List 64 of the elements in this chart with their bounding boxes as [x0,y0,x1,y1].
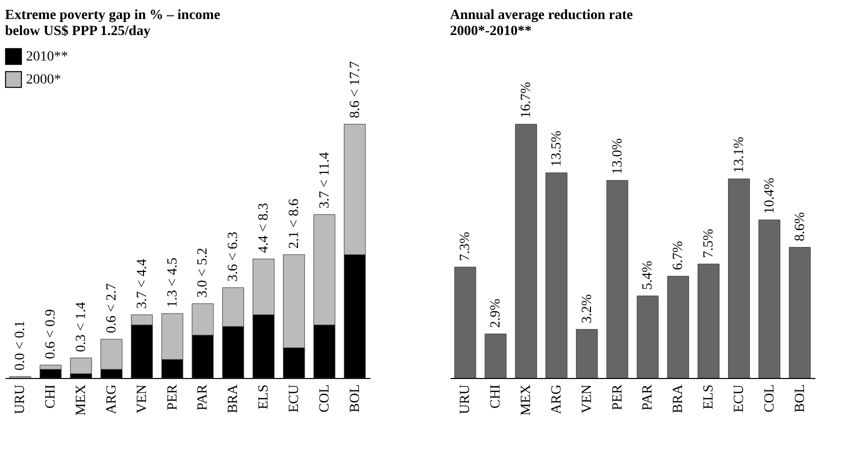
x-tick-label: ECU [732,384,747,412]
bar [698,264,720,378]
text: 8.6 < 17.7 [348,61,363,118]
x-tick-label: ECU [286,384,302,412]
bar [606,180,628,378]
annotation: 0.0 < 0.1 [13,320,28,370]
legend-label: 2010** [26,50,68,64]
data-label: 3.2% [580,294,595,324]
annotation: 0.6 < 2.7 [104,283,120,334]
bar [515,124,537,378]
x-tick-label: CHI [488,384,504,409]
x-tick-label: VEN [134,384,150,414]
data-label: 5.4% [640,260,656,290]
x-tick-label: URU [13,384,28,414]
bar [484,334,507,378]
bar [576,329,598,378]
chart-title: Annual average reduction rate 2000*-2010** [450,8,633,39]
x-tick-label: ARG [104,384,120,414]
bar [667,276,690,378]
data-label: 10.4% [762,177,778,214]
data-label: 7.3% [458,232,474,262]
data-label: 7.5% [702,228,717,258]
data-label: 16.7% [519,82,534,118]
data-label: 8.6% [792,212,808,242]
annotation: 3.6 < 6.3 [226,232,242,282]
x-tick-label: PAR [196,384,211,410]
data-label: 2.9% [488,298,504,328]
x-tick-label: COL [317,384,332,412]
x-tick-label: BOL [792,384,808,412]
data-label: 13.1% [732,136,747,173]
chart-title: Extreme poverty gap in % – income below US$ PPP 1.25/day [5,8,220,39]
x-tick-label: BRA [671,384,686,414]
x-tick-label: COL [762,384,778,412]
bar [546,172,568,378]
x-tick-label: PAR [640,384,656,410]
x-tick-label: MEX [519,384,534,416]
annotation: 3.7 < 11.4 [317,152,332,209]
bar [788,247,811,378]
x-tick-label: BRA [226,384,242,414]
bar [758,220,780,378]
x-tick-label: ELS [702,384,717,410]
bar [636,296,659,378]
bar [728,178,750,378]
annotation: 3.0 < 5.2 [196,248,211,298]
x-tick-label: PER [165,384,180,410]
bar [454,266,476,378]
x-tick-label: MEX [74,384,90,416]
data-label: 13.0% [610,138,626,174]
x-tick-label: PER [610,384,626,410]
annotation: 4.4 < 8.3 [256,203,272,253]
x-tick-label: URU [458,384,474,414]
x-tick-label: VEN [580,384,595,414]
x-tick-label: BOL [348,384,363,412]
data-label: 13.5% [549,130,564,167]
data-label: 6.7% [671,240,686,270]
x-tick-label: CHI [44,384,59,409]
annotation: 0.6 < 0.9 [44,309,59,360]
legend-label: 2000* [26,72,61,88]
annotation: 2.1 < 8.6 [286,198,302,249]
annotation: 3.7 < 4.4 [134,258,150,309]
x-tick-label: ARG [549,384,564,414]
annotation: 0.3 < 1.4 [74,302,90,352]
x-tick-label: ELS [256,384,272,410]
annotation: 1.3 < 4.5 [165,258,180,308]
